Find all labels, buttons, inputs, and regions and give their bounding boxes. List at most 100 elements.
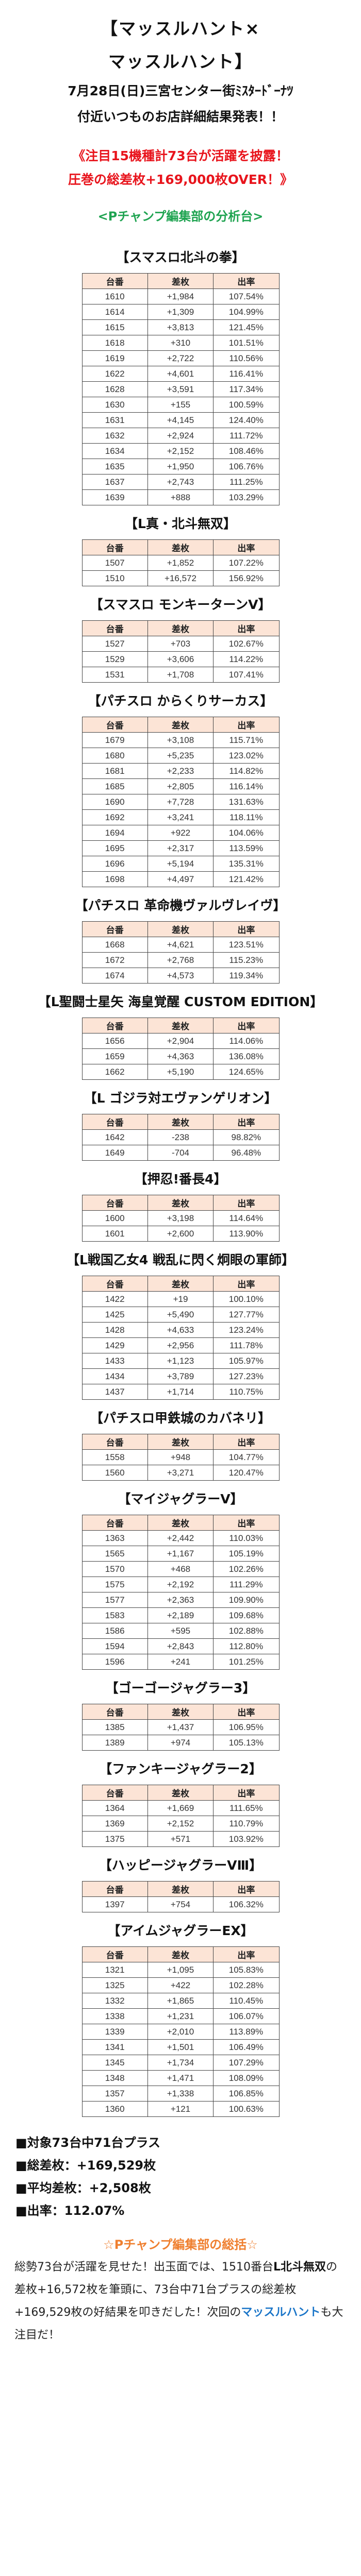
payout-rate-cell: 101.51% [213,335,280,351]
machine-number-cell: 1668 [81,937,148,953]
section-title: 【スマスロ モンキーターンV】 [90,597,271,612]
column-header: 差枚 [147,1018,214,1033]
diff-cell: +1,708 [147,667,214,683]
payout-rate-cell: 127.23% [213,1368,280,1384]
diff-cell: +974 [147,1735,214,1751]
table-row: 1529 +3,606 114.22% [81,651,280,667]
wrapup-bold-machine: L北斗無双 [273,2261,326,2274]
column-header: 台番 [81,1434,148,1450]
payout-rate-cell: 118.11% [213,809,280,825]
diff-cell: +2,233 [147,763,214,779]
machine-number-cell: 1695 [81,840,148,856]
diff-cell: +3,591 [147,381,214,397]
payout-rate-cell: 103.29% [213,489,280,505]
results-table: 台番 差枚 出率 1364 +1,669 111.65% 1369 +2,152 110.79%… [81,1785,280,1847]
diff-cell: +2,010 [147,2024,214,2040]
machine-number-cell: 1639 [81,489,148,505]
table-header-row: 台番 差枚 出率 [81,620,280,636]
diff-cell: +1,714 [147,1384,214,1400]
payout-rate-cell: 120.47% [213,1465,280,1481]
machine-number-cell: 1341 [81,2039,148,2055]
payout-rate-cell: 109.90% [213,1592,280,1608]
column-header: 差枚 [147,1946,214,1962]
table-row: 1610 +1,984 107.54% [81,289,280,304]
column-header: 差枚 [147,1785,214,1801]
payout-rate-cell: 114.82% [213,763,280,779]
table-row: 1348 +1,471 108.09% [81,2070,280,2086]
machine-number-cell: 1631 [81,412,148,428]
diff-cell: +3,108 [147,732,214,748]
payout-rate-cell: 106.32% [213,1896,280,1912]
section-title: 【ファンキージャグラー2】 [99,1761,262,1776]
diff-cell: +948 [147,1449,214,1465]
machine-number-cell: 1363 [81,1530,148,1546]
column-header: 差枚 [147,921,214,937]
machine-section: 【パチスロ 革命機ヴァルヴレイヴ】 台番 差枚 出率 1668 +4,621 123.51%… [0,895,361,984]
diff-cell: +310 [147,335,214,351]
payout-rate-cell: 96.48% [213,1145,280,1161]
payout-rate-cell: 110.56% [213,350,280,366]
wrapup-link-musclehunt[interactable]: マッスルハント [241,2306,321,2319]
diff-cell: +1,437 [147,1719,214,1735]
table-row: 1385 +1,437 106.95% [81,1719,280,1735]
table-row: 1357 +1,338 106.85% [81,2086,280,2102]
diff-cell: +2,956 [147,1337,214,1353]
table-row: 1527 +703 102.67% [81,636,280,652]
table-header-row: 台番 差枚 出率 [81,539,280,555]
payout-rate-cell: 110.75% [213,1384,280,1400]
diff-cell: +1,865 [147,1993,214,2009]
table-row: 1325 +422 102.28% [81,1977,280,1993]
payout-rate-cell: 115.23% [213,952,280,968]
table-row: 1662 +5,190 124.65% [81,1064,280,1080]
wrapup-paragraph: 総勢73台が活躍を見せた！出玉面では、1510番台L北斗無双の差枚+16,572… [0,2256,361,2347]
machine-number-cell: 1325 [81,1977,148,1993]
payout-rate-cell: 123.02% [213,748,280,764]
machine-number-cell: 1364 [81,1800,148,1816]
payout-rate-cell: 107.22% [213,555,280,571]
machine-number-cell: 1332 [81,1993,148,2009]
table-row: 1360 +121 100.63% [81,2101,280,2117]
table-row: 1507 +1,852 107.22% [81,555,280,571]
payout-rate-cell: 111.29% [213,1577,280,1592]
payout-rate-cell: 114.64% [213,1210,280,1226]
diff-cell: +2,805 [147,778,214,794]
diff-cell: +2,743 [147,474,214,490]
table-row: 1649 -704 96.48% [81,1145,280,1161]
payout-rate-cell: 110.79% [213,1816,280,1832]
wrapup-text-2: の差枚+16,572枚を筆頭に、73台中71台プラスの総差枚+169,529枚の… [14,2261,338,2319]
column-header: 出率 [213,539,280,555]
results-table: 台番 差枚 出率 1600 +3,198 114.64% 1601 +2,600 113.90% [81,1195,280,1242]
column-header: 出率 [213,1946,280,1962]
diff-cell: +5,490 [147,1307,214,1323]
diff-cell: +4,145 [147,412,214,428]
section-title: 【L真・北斗無双】 [125,516,236,531]
machine-section: 【L聖闘士星矢 海皇覚醒 CUSTOM EDITION】 台番 差枚 出率 1656 +2… [0,992,361,1080]
results-table: 台番 差枚 出率 1321 +1,095 105.83% 1325 +422 102.28% 13… [81,1946,280,2117]
payout-rate-cell: 105.83% [213,1962,280,1978]
table-row: 1339 +2,010 113.89% [81,2024,280,2040]
summary-total: ■総差枚：+169,529枚 [15,2158,156,2173]
machine-number-cell: 1622 [81,366,148,382]
machine-number-cell: 1338 [81,2008,148,2024]
results-table: 台番 差枚 出率 1679 +3,108 115.71% 1680 +5,235 123.02%… [81,717,280,887]
machine-number-cell: 1635 [81,459,148,474]
payout-rate-cell: 106.95% [213,1719,280,1735]
payout-rate-cell: 109.68% [213,1607,280,1623]
diff-cell: -704 [147,1145,214,1161]
payout-rate-cell: 115.71% [213,732,280,748]
summary-target: ■対象73台中71台プラス [15,2136,160,2150]
machine-section: 【L真・北斗無双】 台番 差枚 出率 1507 +1,852 107.22% 1510 +16,… [0,514,361,586]
article-header: 【マッスルハント× マッスルハント】 7月28日(日)三宮センター街ﾐｽﾀｰﾄﾞ… [0,0,361,192]
table-row: 1433 +1,123 105.97% [81,1353,280,1369]
diff-cell: +1,123 [147,1353,214,1369]
table-row: 1679 +3,108 115.71% [81,732,280,748]
machine-number-cell: 1433 [81,1353,148,1369]
wrapup-text-1: 総勢73台が活躍を見せた！出玉面では、1510番台 [14,2261,273,2274]
diff-cell: +155 [147,397,214,413]
column-header: 台番 [81,1881,148,1897]
table-row: 1586 +595 102.88% [81,1623,280,1639]
table-row: 1690 +7,728 131.63% [81,794,280,810]
column-header: 台番 [81,1018,148,1033]
section-title: 【ゴーゴージャグラー3】 [105,1681,256,1696]
payout-rate-cell: 124.40% [213,412,280,428]
